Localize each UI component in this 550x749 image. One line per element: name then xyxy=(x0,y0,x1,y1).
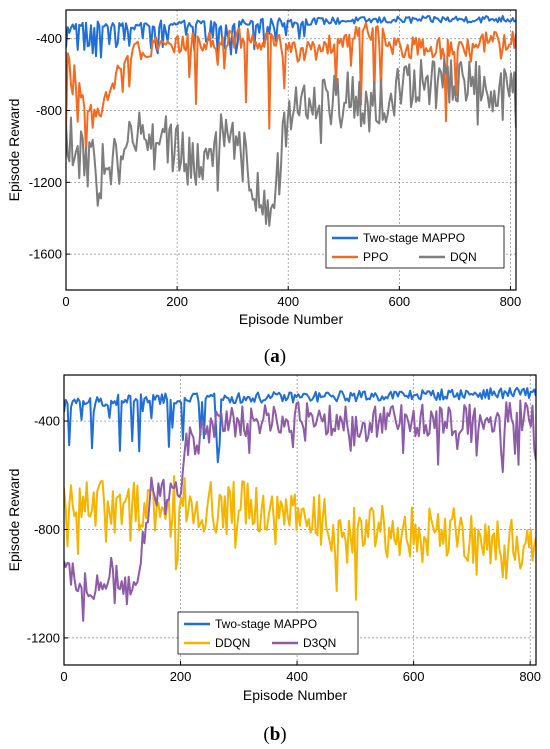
chart-a-y-ticks: -1600 -1200 -800 -400 xyxy=(29,31,70,262)
chart-a: 0 200 400 600 800 -1600 -1200 -800 -400 Episode… xyxy=(6,9,521,367)
x-tick-label: 800 xyxy=(519,669,541,684)
x-tick-label: 200 xyxy=(166,294,188,309)
series-line-ddqn xyxy=(64,475,536,601)
legend-label-two-stage-mappo: Two-stage MAPPO xyxy=(363,231,465,245)
chart-a-x-axis-label: Episode Number xyxy=(239,311,344,327)
y-tick-label: -800 xyxy=(34,522,60,537)
chart-a-grid xyxy=(66,10,516,290)
y-tick-label: -400 xyxy=(34,414,60,429)
y-tick-label: -1200 xyxy=(29,175,62,190)
chart-b-legend: Two-stage MAPPO DDQN D3QN xyxy=(177,611,359,655)
x-tick-label: 600 xyxy=(388,294,410,309)
y-tick-label: -1600 xyxy=(29,247,62,262)
chart-a-caption: (a) xyxy=(264,346,286,367)
chart-a-series-lines xyxy=(66,15,516,227)
chart-b-plot-frame xyxy=(63,374,537,666)
x-tick-label: 400 xyxy=(286,669,308,684)
chart-b-caption: (b) xyxy=(263,724,286,745)
chart-a-x-ticks: 0 200 400 600 800 xyxy=(62,286,521,309)
y-tick-label: -1200 xyxy=(27,630,60,645)
series-line-two-stage-mappo xyxy=(66,15,516,59)
chart-b: 0 200 400 600 800 -1200 -800 -400 Episode Numb… xyxy=(6,374,541,745)
chart-b-y-axis-label: Episode Reward xyxy=(6,469,22,572)
chart-a-legend-box xyxy=(325,225,505,269)
x-tick-label: 600 xyxy=(403,669,425,684)
x-tick-label: 800 xyxy=(500,294,522,309)
legend-label-two-stage-mappo: Two-stage MAPPO xyxy=(215,617,317,631)
x-tick-label: 200 xyxy=(170,669,192,684)
chart-b-x-axis-label: Episode Number xyxy=(243,687,348,703)
y-tick-label: -400 xyxy=(36,31,62,46)
series-line-d3qn xyxy=(64,399,536,622)
chart-b-caption-letter: b xyxy=(270,724,281,745)
chart-b-legend-box xyxy=(177,611,359,655)
y-tick-label: -800 xyxy=(36,103,62,118)
chart-a-legend: Two-stage MAPPO PPO DQN xyxy=(325,225,505,269)
legend-label-dqn: DQN xyxy=(450,250,477,264)
legend-label-d3qn: D3QN xyxy=(303,636,336,650)
series-line-ppo xyxy=(66,21,516,155)
legend-label-ppo: PPO xyxy=(363,250,388,264)
chart-b-x-ticks: 0 200 400 600 800 xyxy=(60,661,541,684)
x-tick-label: 0 xyxy=(60,669,67,684)
series-line-dqn xyxy=(66,57,516,227)
series-line-two-stage-mappo xyxy=(64,386,536,464)
chart-b-series-lines xyxy=(64,386,536,622)
chart-a-caption-letter: a xyxy=(270,346,280,367)
legend-label-ddqn: DDQN xyxy=(215,636,250,650)
x-tick-label: 0 xyxy=(62,294,69,309)
x-tick-label: 400 xyxy=(277,294,299,309)
chart-a-y-axis-label: Episode Reward xyxy=(6,99,22,202)
chart-a-plot-frame xyxy=(65,9,517,291)
chart-b-y-ticks: -1200 -800 -400 xyxy=(27,414,68,645)
